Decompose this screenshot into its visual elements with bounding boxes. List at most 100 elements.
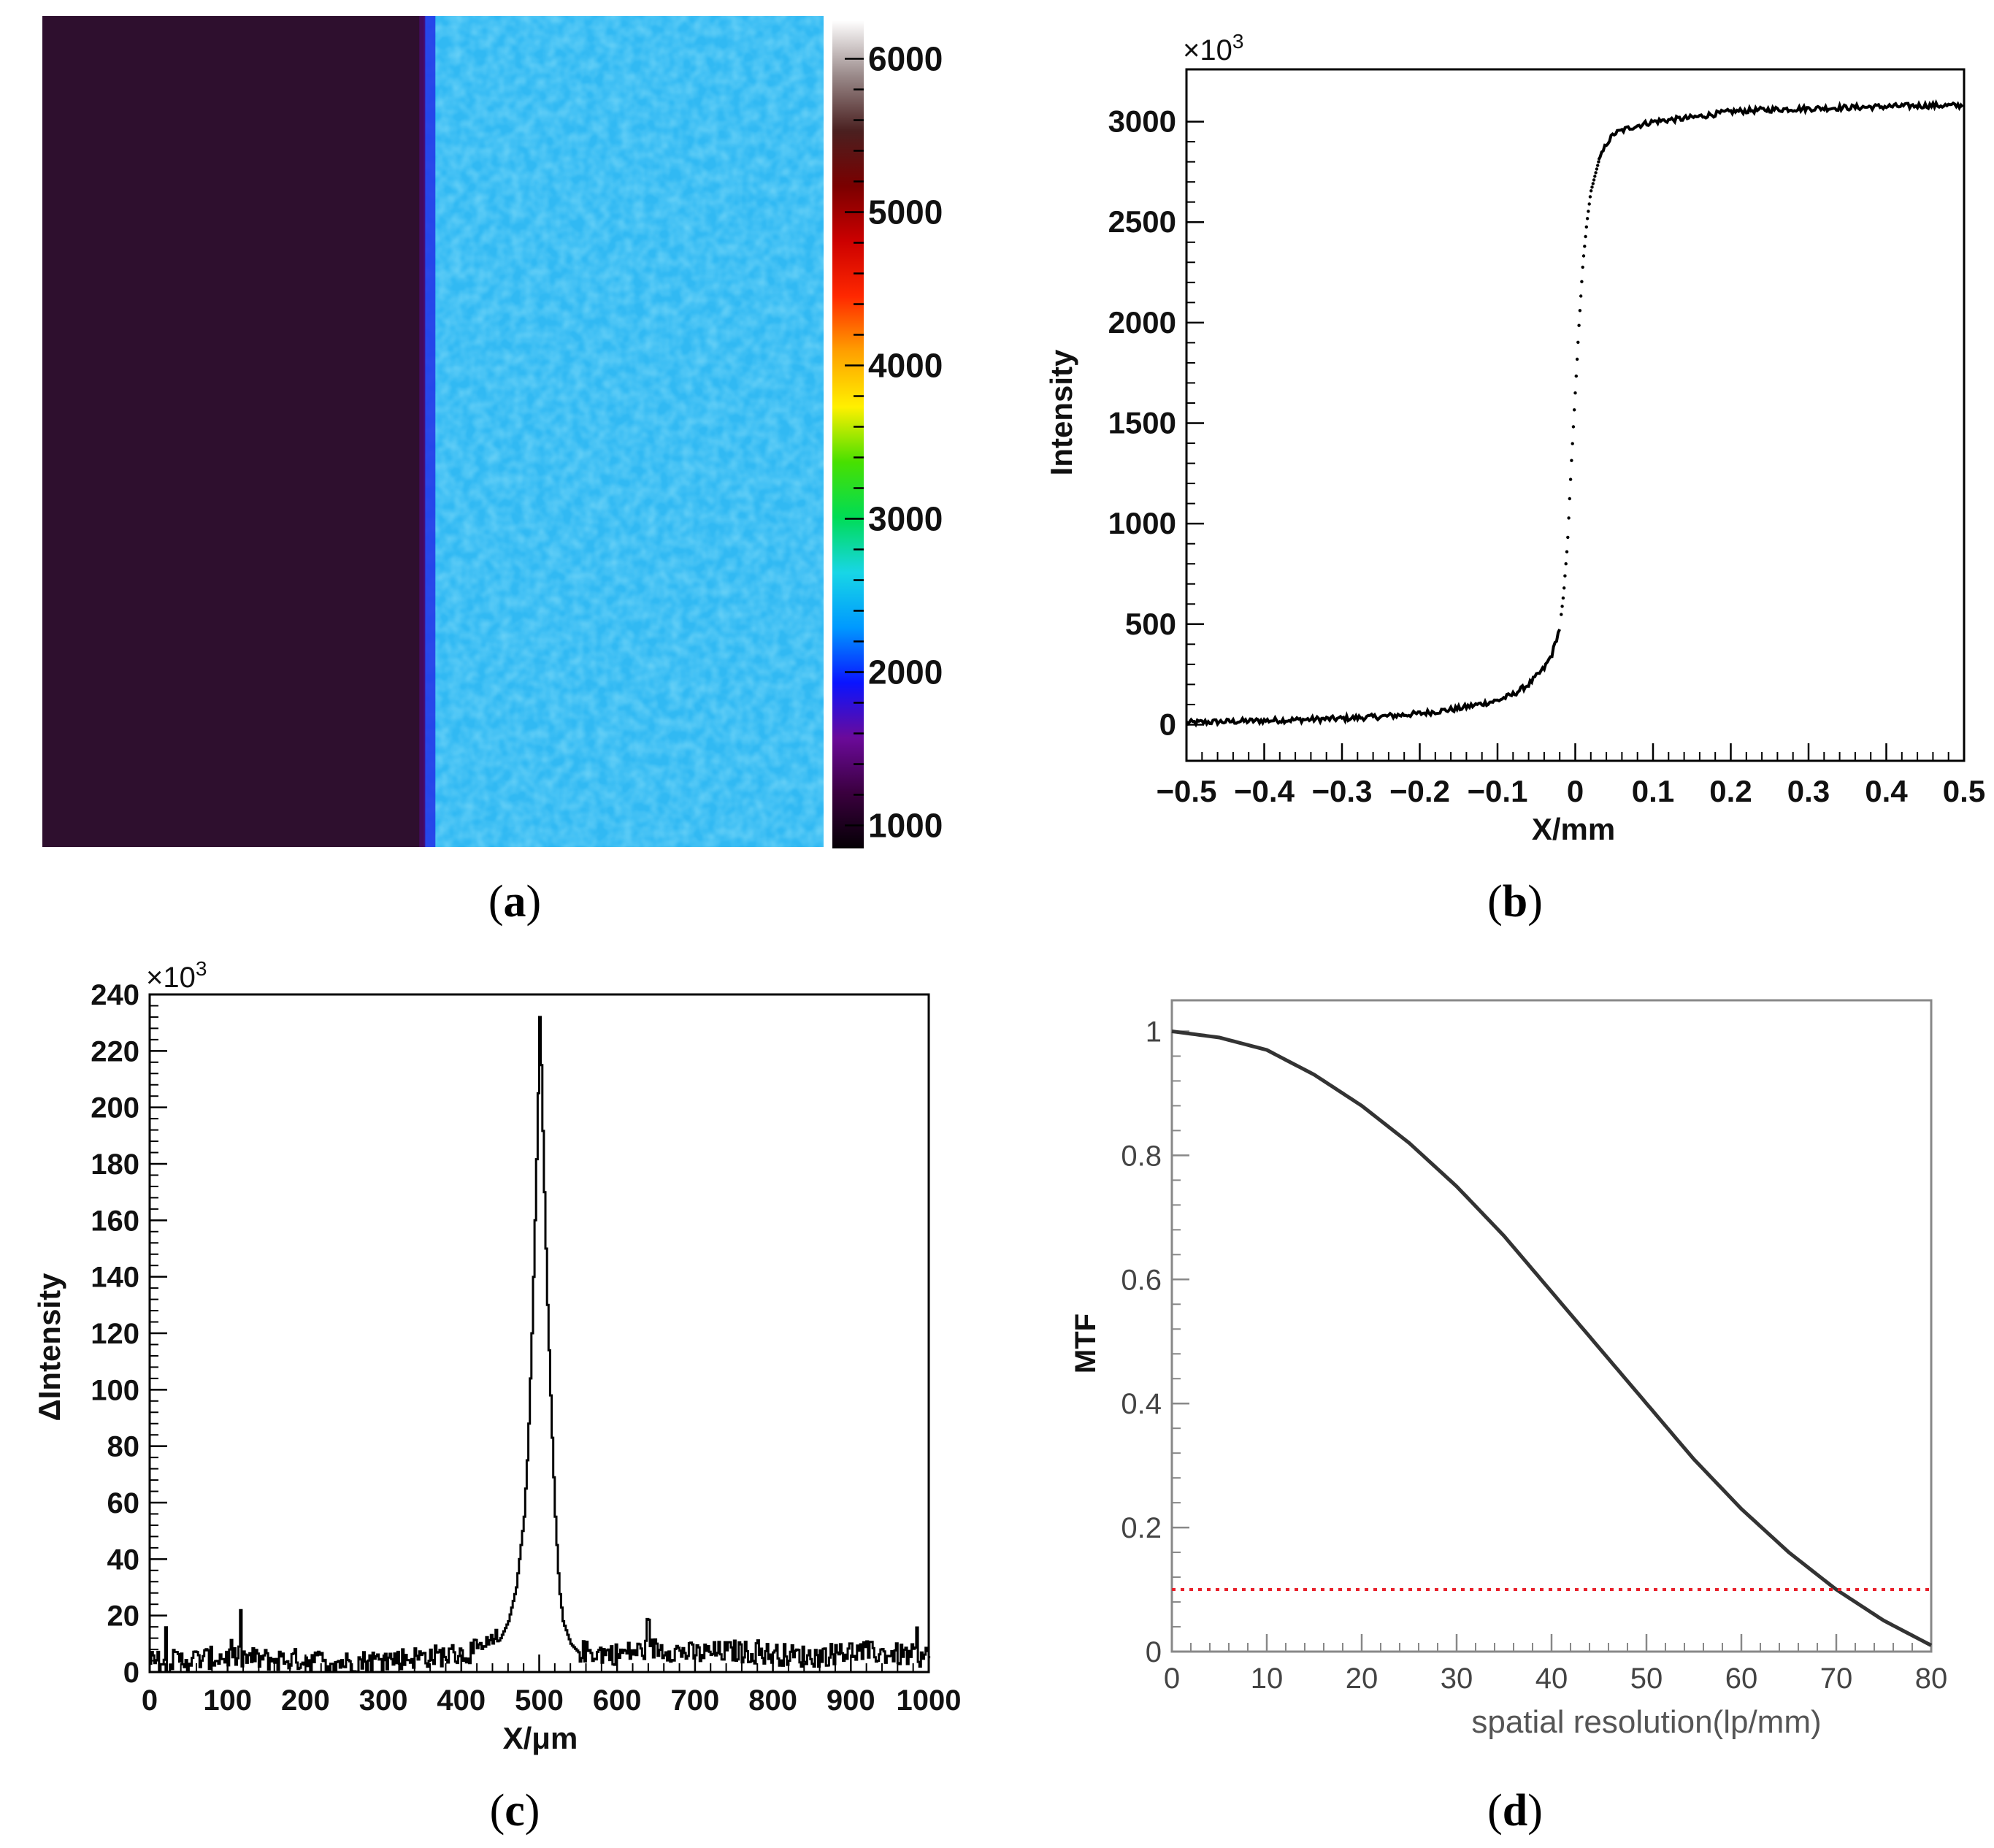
esf-point [1587,202,1591,206]
colorbar-tick-label: 5000 [868,193,943,231]
plot-frame [1185,68,1966,762]
colorbar-tick-label: 4000 [868,347,943,385]
x-tick-label: 500 [515,1684,564,1717]
colorbar-tick-label: 2000 [868,653,943,691]
esf-point [1588,195,1592,199]
panel-d: 0 10 20 30 40 50 60 70 80 0 0.2 0.4 0.6 0.8 1 spatial … [1070,999,1947,1836]
esf-point [1563,574,1567,578]
x-tick-label: −0.3 [1312,774,1373,808]
y-tick-label: 40 [107,1544,140,1576]
plot-b: −0.5 −0.4 −0.3 −0.2 −0.1 0 0.1 0.2 0.3 0.4 0.5 0 500… [1108,68,1985,808]
x-tick-label: 0.3 [1787,774,1830,808]
esf-point [1561,596,1565,600]
ylabel-d: MTF [1070,1314,1102,1373]
y-tick-label: 3000 [1108,104,1176,139]
y-tick-label: 0.6 [1121,1264,1162,1296]
x-tick-label: 30 [1441,1663,1473,1695]
y-tick-label: 1 [1146,1016,1162,1048]
plot-c: 0 100 200 300 400 500 600 700 800 900 1000 0 20 40 60 8… [91,979,961,1717]
x-tick-label: 0 [142,1684,158,1717]
esf-point [1581,254,1586,258]
x-tick-label: 0.1 [1632,774,1674,808]
y-tick-label: 0.8 [1121,1140,1162,1172]
x-tick-label: 0.2 [1709,774,1752,808]
caption-c: (c) [490,1786,540,1836]
esf-point [1571,442,1574,445]
esf-point [1577,323,1581,327]
esf-point [1585,217,1590,221]
x-tick-label: 700 [671,1684,720,1717]
esf-point [1580,280,1584,283]
y-tick-label: 500 [1125,607,1176,641]
esf-point [1591,182,1595,185]
y-tick-label: 2000 [1108,305,1176,340]
x-tick-label: 900 [827,1684,875,1717]
panel-c: 0 100 200 300 400 500 600 700 800 900 1000 0 20 40 60 8… [32,957,961,1836]
caption-d-letter: d [1503,1786,1527,1836]
esf-point [1568,496,1571,501]
esf-point [1595,167,1599,171]
x-tick-label: 400 [437,1684,486,1717]
y-tick-label: 1500 [1108,406,1176,440]
xlabel-c: X/μm [503,1721,578,1755]
plot-d: 0 10 20 30 40 50 60 70 80 0 0.2 0.4 0.6 0.8 1 [1121,999,1947,1695]
y-tick-label: 0 [1146,1636,1162,1668]
x-tick-label: 20 [1346,1663,1378,1695]
exponent-c-base: ×10 [146,962,196,994]
edge-shadow [419,16,426,847]
esf-point [1565,550,1569,553]
esf-point [1597,160,1600,164]
x-tick-label: 60 [1725,1663,1758,1695]
esf-point [1576,340,1580,344]
x-tick-label: 0 [1567,774,1584,808]
caption-b-letter: b [1503,877,1527,927]
esf-point [1590,185,1594,189]
x-tick-label: 0.5 [1943,774,1985,808]
y-tick-label: 60 [107,1487,140,1519]
esf-line-left [1185,629,1562,728]
ylabel-c: ΔIntensity [32,1273,66,1422]
esf-point [1571,425,1576,429]
exponent-c: ×103 [146,957,207,994]
lsf-histogram-line [148,1016,931,1673]
plot-frame [148,993,930,1673]
y-tick-label: 0 [1159,707,1176,741]
colorbar-gradient [832,20,864,848]
y-tick-label: 2500 [1108,204,1176,239]
esf-point [1568,478,1573,481]
y-tick-label: 20 [107,1600,140,1633]
x-tick-label: 0.4 [1865,774,1908,808]
dark-region [42,16,426,847]
xlabel-b: X/mm [1532,812,1615,846]
esf-point [1590,189,1593,193]
x-tick-label: 0 [1164,1663,1180,1695]
xlabel-d: spatial resolution(lp/mm) [1471,1704,1821,1740]
esf-point [1570,459,1573,462]
x-tick-label: −0.2 [1389,774,1450,808]
esf-point [1578,309,1582,313]
x-tick-label: 300 [359,1684,408,1717]
y-tick-label: 240 [91,979,139,1011]
plot-frame [1170,999,1933,1653]
x-tick-label: 1000 [897,1684,962,1717]
esf-point [1575,357,1579,361]
x-tick-label: 50 [1630,1663,1663,1695]
x-tick-label: 200 [281,1684,330,1717]
caption-a-letter: a [504,877,526,927]
heatmap-image [42,16,824,847]
esf-point [1596,164,1600,167]
y-tick-label: 80 [107,1431,140,1463]
x-tick-label: 600 [593,1684,642,1717]
exponent-b-base: ×10 [1183,34,1232,66]
esf-point [1567,516,1571,520]
esf-point [1574,374,1578,378]
esf-point [1581,265,1584,269]
esf-point [1562,586,1566,590]
panel-a: 1000 2000 3000 4000 5000 6000 (a) [42,16,943,927]
esf-line-right [1597,99,1964,161]
edge-transition [423,16,436,847]
caption-d: (d) [1487,1786,1543,1836]
x-tick-label: 70 [1820,1663,1853,1695]
colorbar-tick-label: 3000 [868,500,943,538]
